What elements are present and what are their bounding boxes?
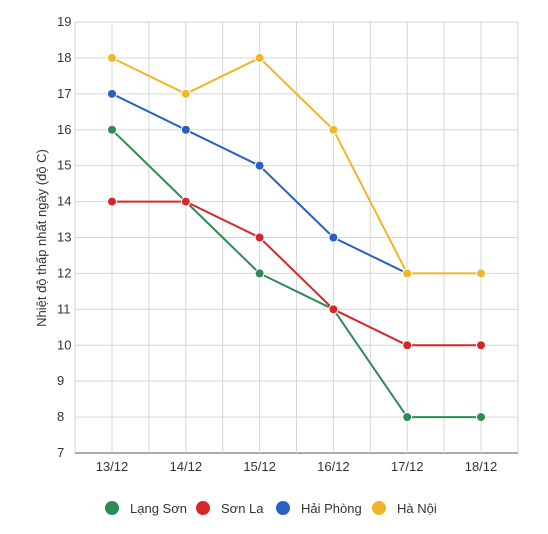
data-point (476, 412, 486, 423)
data-point (107, 196, 117, 207)
data-point (328, 304, 339, 315)
legend-item: Lạng Sơn (105, 501, 187, 516)
legend-item: Hà Nội (372, 501, 437, 516)
data-point (180, 88, 191, 99)
y-tick-label: 11 (57, 301, 71, 316)
legend-marker (196, 501, 210, 515)
y-tick-label: 10 (57, 337, 71, 352)
y-tick-label: 7 (57, 445, 64, 460)
data-point (254, 268, 265, 279)
data-point (328, 124, 339, 135)
data-point (180, 196, 191, 207)
series-line (111, 56, 481, 275)
legend-marker (372, 501, 386, 515)
series-line (111, 129, 481, 419)
y-tick-label: 15 (57, 158, 71, 173)
data-point (402, 412, 413, 423)
series-3 (107, 52, 486, 279)
y-tick-label: 19 (57, 14, 71, 29)
x-tick-label: 13/12 (96, 459, 129, 474)
legend-label: Hà Nội (397, 501, 437, 516)
series-group (107, 52, 486, 423)
y-tick-label: 13 (57, 230, 71, 245)
data-point (180, 124, 191, 135)
y-tick-label: 17 (57, 86, 71, 101)
data-point (107, 52, 117, 63)
series-1 (107, 196, 486, 351)
data-point (107, 124, 117, 135)
legend-label: Lạng Sơn (130, 501, 187, 516)
x-tick-label: 17/12 (391, 459, 424, 474)
legend-item: Hải Phòng (276, 501, 362, 516)
data-point (402, 268, 413, 279)
legend: Lạng Sơn Sơn La Hải Phòng Hà Nội (105, 501, 437, 516)
y-tick-label: 12 (57, 265, 71, 280)
data-point (328, 232, 339, 243)
x-axis: 13/12 14/12 15/12 16/12 17/12 18/12 (96, 459, 498, 474)
legend-label: Sơn La (221, 501, 264, 516)
x-tick-label: 14/12 (170, 459, 203, 474)
y-tick-label: 9 (57, 373, 64, 388)
data-point (254, 160, 265, 171)
x-tick-label: 16/12 (317, 459, 350, 474)
data-point (476, 340, 486, 351)
y-tick-label: 16 (57, 122, 71, 137)
legend-item: Sơn La (196, 501, 264, 516)
grid (74, 21, 519, 454)
data-point (476, 268, 486, 279)
legend-marker (276, 501, 290, 515)
data-point (254, 232, 265, 243)
y-tick-label: 18 (57, 50, 71, 65)
legend-label: Hải Phòng (301, 501, 362, 516)
x-tick-label: 15/12 (243, 459, 276, 474)
y-axis-label: Nhiệt độ thấp nhất ngày (độ C) (34, 149, 49, 327)
legend-marker (105, 501, 119, 515)
data-point (107, 88, 117, 99)
data-point (402, 340, 413, 351)
y-axis: 7 8 9 10 11 12 13 14 15 16 17 18 19 (57, 14, 71, 460)
x-tick-label: 18/12 (465, 459, 498, 474)
data-point (254, 52, 265, 63)
y-tick-label: 14 (57, 194, 71, 209)
y-tick-label: 8 (57, 409, 64, 424)
series-line (112, 200, 481, 347)
